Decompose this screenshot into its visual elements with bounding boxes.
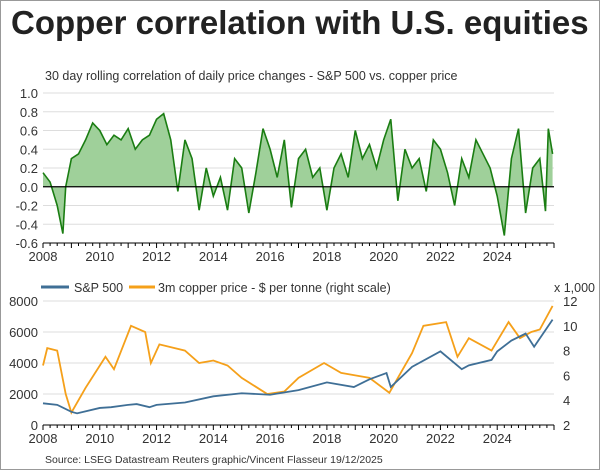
y2-unit-label: x 1,000 — [554, 281, 595, 295]
y-tick-label: 4000 — [9, 356, 38, 371]
y2-tick-label: 6 — [563, 368, 570, 383]
y2-tick-label: 12 — [563, 294, 577, 309]
y2-tick-label: 10 — [563, 319, 577, 334]
y-tick-label: 8000 — [9, 294, 38, 309]
x-tick-label: 2012 — [142, 431, 171, 446]
y-tick-label: 6000 — [9, 325, 38, 340]
x-tick-label: 2022 — [426, 431, 455, 446]
y-tick-label: 0.2 — [20, 161, 38, 176]
x-tick-label: 2010 — [85, 431, 114, 446]
x-tick-label: 2016 — [256, 431, 285, 446]
x-tick-label: 2008 — [29, 249, 58, 264]
series-line-sp500 — [42, 319, 554, 415]
legend-label-sp500: S&P 500 — [74, 281, 123, 295]
x-tick-label: 2016 — [256, 249, 285, 264]
y-tick-label: 0.0 — [20, 180, 38, 195]
y-tick-label: 0 — [31, 418, 38, 433]
y-tick-label: 0.6 — [20, 124, 38, 139]
x-tick-label: 2024 — [483, 431, 512, 446]
y2-tick-label: 2 — [563, 418, 570, 433]
correlation-line — [42, 112, 554, 236]
chart1-subtitle: 30 day rolling correlation of daily pric… — [45, 69, 458, 83]
chart-title: Copper correlation with U.S. equities — [11, 4, 589, 41]
y-tick-label: 0.4 — [20, 142, 38, 157]
y2-tick-label: 4 — [563, 393, 570, 408]
source-note: Source: LSEG Datastream Reuters graphic/… — [45, 454, 383, 466]
y2-tick-label: 8 — [563, 344, 570, 359]
x-tick-label: 2012 — [142, 249, 171, 264]
x-tick-label: 2022 — [426, 249, 455, 264]
x-tick-label: 2010 — [85, 249, 114, 264]
x-tick-label: 2018 — [312, 249, 341, 264]
x-tick-label: 2014 — [199, 431, 228, 446]
x-tick-label: 2024 — [483, 249, 512, 264]
y-tick-label: -0.4 — [16, 217, 38, 232]
x-tick-label: 2018 — [312, 431, 341, 446]
y-tick-label: 1.0 — [20, 86, 38, 101]
y-tick-label: -0.2 — [16, 199, 38, 214]
x-tick-label: 2014 — [199, 249, 228, 264]
legend-label-copper: 3m copper price - $ per tonne (right sca… — [158, 281, 391, 295]
correlation-area — [43, 113, 553, 236]
series-line-copper — [42, 305, 554, 415]
y-tick-label: 0.8 — [20, 105, 38, 120]
x-tick-label: 2008 — [29, 431, 58, 446]
x-tick-label: 2020 — [369, 431, 398, 446]
y-tick-label: -0.6 — [16, 236, 38, 251]
y-tick-label: 2000 — [9, 387, 38, 402]
x-tick-label: 2020 — [369, 249, 398, 264]
